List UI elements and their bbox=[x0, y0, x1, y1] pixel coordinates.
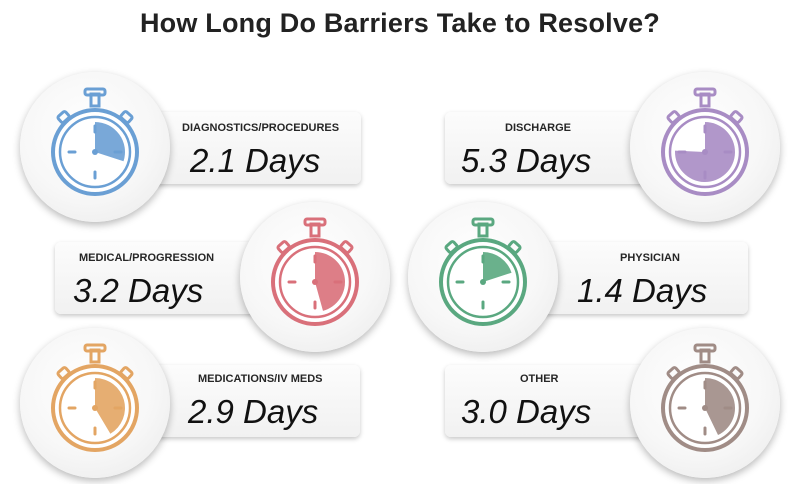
barrier-card-diagnostics: DIAGNOSTICS/PROCEDURES 2.1 Days bbox=[135, 112, 361, 184]
page-title: How Long Do Barriers Take to Resolve? bbox=[139, 8, 660, 38]
stopwatch-icon-other bbox=[630, 328, 780, 478]
stopwatch-icon-diagnostics bbox=[20, 72, 170, 222]
stopwatch-icon bbox=[51, 87, 139, 196]
duration-wedge bbox=[95, 378, 125, 434]
barrier-card-other: OTHER 3.0 Days bbox=[445, 365, 650, 437]
barrier-card-medications: MEDICATIONS/IV MEDS 2.9 Days bbox=[135, 365, 360, 437]
stopwatch-icon bbox=[661, 343, 749, 452]
stopwatch-icon bbox=[661, 87, 749, 196]
duration-wedge bbox=[705, 378, 736, 436]
barrier-value: 2.1 Days bbox=[190, 142, 321, 179]
barrier-label: OTHER bbox=[520, 373, 559, 385]
barrier-value: 3.2 Days bbox=[73, 272, 204, 309]
barrier-value: 2.9 Days bbox=[188, 393, 319, 430]
barrier-label: MEDICATIONS/IV MEDS bbox=[198, 373, 323, 385]
stopwatch-icon-discharge bbox=[630, 72, 780, 222]
barrier-card-medical: MEDICAL/PROGRESSION 3.2 Days bbox=[55, 242, 260, 314]
duration-wedge bbox=[315, 252, 346, 311]
barrier-label: PHYSICIAN bbox=[620, 252, 680, 264]
stopwatch-icon-medical bbox=[240, 202, 390, 352]
barrier-label: DISCHARGE bbox=[505, 122, 572, 134]
barrier-value: 5.3 Days bbox=[461, 142, 592, 179]
barrier-value: 3.0 Days bbox=[461, 393, 592, 430]
barrier-label: MEDICAL/PROGRESSION bbox=[79, 252, 215, 264]
stopwatch-icon bbox=[439, 217, 527, 326]
barrier-value: 1.4 Days bbox=[577, 272, 708, 309]
stopwatch-icon-medications bbox=[20, 328, 170, 478]
barrier-label: DIAGNOSTICS/PROCEDURES bbox=[182, 122, 340, 134]
duration-wedge bbox=[483, 252, 512, 282]
stopwatch-icon bbox=[271, 217, 359, 326]
barrier-card-physician: PHYSICIAN 1.4 Days bbox=[520, 242, 748, 314]
stopwatch-icon-physician bbox=[408, 202, 558, 352]
barrier-card-discharge: DISCHARGE 5.3 Days bbox=[445, 112, 650, 184]
stopwatch-icon bbox=[51, 343, 139, 452]
